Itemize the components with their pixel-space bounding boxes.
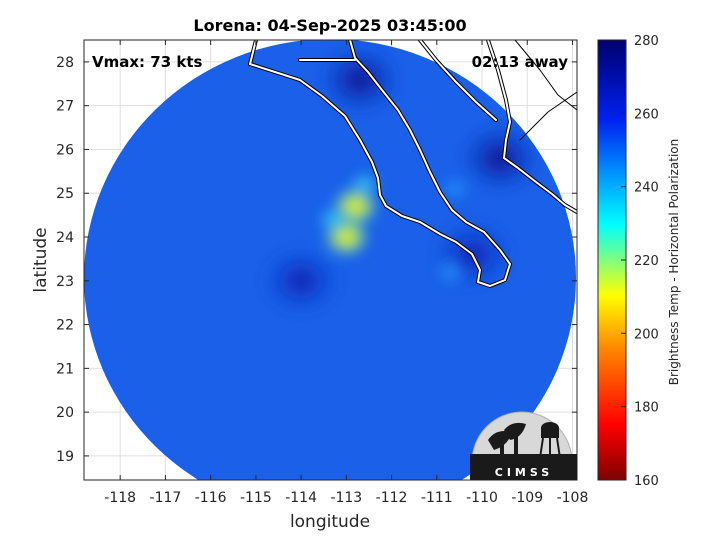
colorbar-tick-label: 260 [634,107,659,122]
x-tick-label: -110 [466,490,498,506]
colorbar-ticks: 280 260 240 220 200 180 160 [621,34,659,489]
x-tick-label: -112 [376,490,408,506]
colorbar-tick-label: 240 [634,181,659,196]
y-tick-label: 21 [56,361,74,377]
colorbar: 280 260 240 220 200 180 160 Brightness Temp - … [597,34,681,489]
x-tick-label: -116 [195,490,227,506]
x-tick-label: -118 [104,490,136,506]
warm-region [315,204,350,235]
cold-region [459,123,541,194]
warm-region [433,257,468,288]
x-tick-label: -108 [557,490,589,506]
colorbar-label: Brightness Temp - Horizontal Polarizatio… [667,139,681,386]
warm-region [347,169,382,200]
axes-box [83,39,578,481]
x-tick-label: -109 [511,490,543,506]
cimss-logo: CIMSS [470,411,577,480]
warm-region [437,173,473,204]
cold-region [260,245,342,316]
y-tick-label: 26 [56,142,74,158]
colorbar-tick-label: 200 [634,327,659,342]
y-tick-label: 28 [56,55,74,71]
cimss-logo-text: CIMSS [495,466,553,479]
y-tick-labels: 19 20 21 22 23 24 25 26 27 28 [56,55,74,465]
x-tick-label: -113 [330,490,362,506]
x-tick-label: -115 [240,490,272,506]
y-tick-label: 22 [56,318,74,334]
colorbar-tick-label: 280 [634,34,659,49]
vmax-annotation: Vmax: 73 kts [92,53,202,71]
x-tick-label: -114 [285,490,317,506]
x-tick-labels: -118 -117 -116 -115 -114 -113 -112 -111 -110 -109… [104,490,588,506]
brightness-temp-swath [84,40,576,480]
axis-ticks [84,40,577,480]
x-tick-label: -117 [150,490,182,506]
colorbar-tick-label: 180 [634,401,659,416]
y-tick-label: 20 [56,405,74,421]
coastlines [248,40,577,288]
x-axis-label: longitude [290,512,370,532]
y-axis-label: latitude [31,227,51,292]
colorbar-tick-label: 160 [634,474,659,489]
y-tick-label: 23 [56,274,74,290]
y-tick-label: 19 [56,449,74,465]
y-tick-label: 24 [56,230,74,246]
colorbar-tick-label: 220 [634,254,659,269]
x-tick-label: -111 [421,490,453,506]
y-tick-label: 27 [56,99,74,115]
time-away-annotation: 02:13 away [472,53,569,71]
y-tick-label: 25 [56,186,74,202]
chart-title: Lorena: 04-Sep-2025 03:45:00 [193,16,466,35]
